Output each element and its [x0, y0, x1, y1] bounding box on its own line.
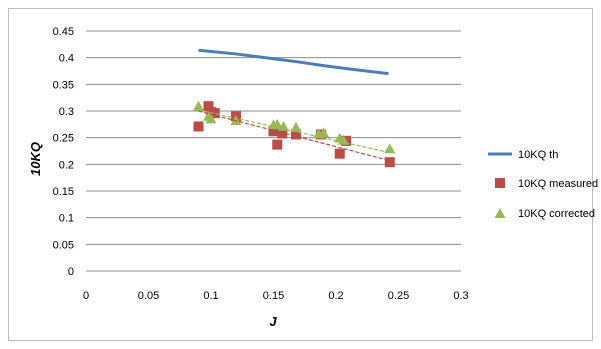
x-tick-label: 0.05 — [138, 290, 159, 302]
legend-label: 10KQ corrected — [518, 208, 595, 220]
corrected-point — [230, 115, 242, 126]
measured-point — [291, 129, 301, 140]
measured-point — [272, 139, 283, 150]
x-tick-label: 0.3 — [453, 290, 468, 302]
series-line-th — [198, 48, 389, 76]
corrected-point — [271, 118, 283, 129]
gridlines — [86, 30, 461, 245]
y-tick-label: 0.3 — [59, 106, 74, 118]
legend: 10KQ th 10KQ measured 10KQ corrected — [488, 149, 598, 220]
y-tick-label: 0.45 — [53, 26, 74, 38]
y-tick-label: 0.2 — [59, 159, 74, 171]
x-tick-label: 0 — [83, 290, 89, 302]
legend-swatch-measured — [495, 178, 505, 188]
corrected-point — [193, 100, 204, 111]
measured-point — [277, 128, 288, 139]
x-axis-label: J — [269, 314, 277, 329]
measured-point — [268, 126, 279, 137]
y-tick-label: 0.1 — [59, 213, 74, 225]
y-tick-label: 0.05 — [53, 239, 74, 251]
corrected-point — [318, 127, 329, 138]
legend-label: 10KQ measured — [518, 178, 598, 190]
axes: 0 0.05 0.1 0.15 0.2 0.25 0.3 0.35 0.4 0.45 0 0.05 0.… — [53, 26, 469, 302]
y-tick-label: 0 — [68, 266, 74, 278]
y-tick-label: 0.4 — [59, 53, 74, 65]
measured-trendline — [198, 110, 390, 162]
series-layer — [193, 48, 396, 168]
y-tick-label: 0.25 — [53, 133, 74, 145]
measured-point — [209, 108, 220, 119]
corrected-point — [384, 143, 396, 154]
measured-point — [193, 121, 204, 132]
x-tick-label: 0.25 — [388, 290, 409, 302]
chart-frame — [8, 8, 593, 341]
y-tick-label: 0.35 — [53, 79, 74, 91]
corrected-point — [205, 113, 217, 124]
measured-point — [334, 148, 345, 159]
corrected-trendline — [198, 109, 390, 154]
measured-point — [384, 157, 395, 168]
y-axis-label: 10KQ — [28, 142, 43, 176]
legend-label: 10KQ th — [518, 149, 558, 161]
x-tick-label: 0.2 — [328, 290, 343, 302]
y-tick-label: 0.15 — [53, 186, 74, 198]
corrected-point — [290, 122, 302, 132]
x-tick-label: 0.15 — [263, 290, 284, 302]
x-tick-label: 0.1 — [203, 290, 218, 302]
measured-point — [203, 101, 214, 112]
legend-swatch-corrected — [494, 208, 506, 218]
